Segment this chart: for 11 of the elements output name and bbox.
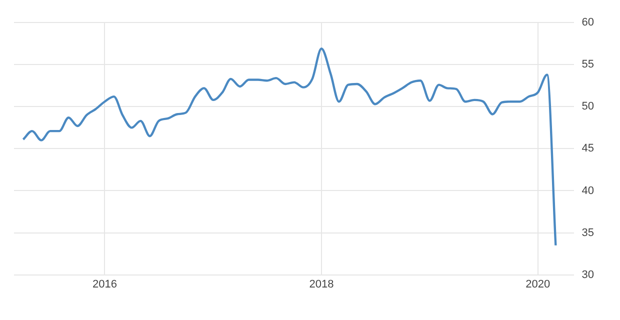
x-tick-label: 2016 xyxy=(92,278,117,290)
y-tick-label: 60 xyxy=(582,16,594,29)
y-tick-label: 45 xyxy=(582,142,594,155)
y-tick-label: 55 xyxy=(582,58,594,71)
y-tick-label: 50 xyxy=(582,100,594,113)
line-series xyxy=(22,48,557,246)
y-tick-label: 30 xyxy=(582,268,594,281)
y-tick-label: 40 xyxy=(582,184,594,197)
x-tick-label: 2020 xyxy=(526,278,550,290)
x-tick-label: 2018 xyxy=(309,278,334,290)
y-tick-label: 35 xyxy=(582,226,594,239)
